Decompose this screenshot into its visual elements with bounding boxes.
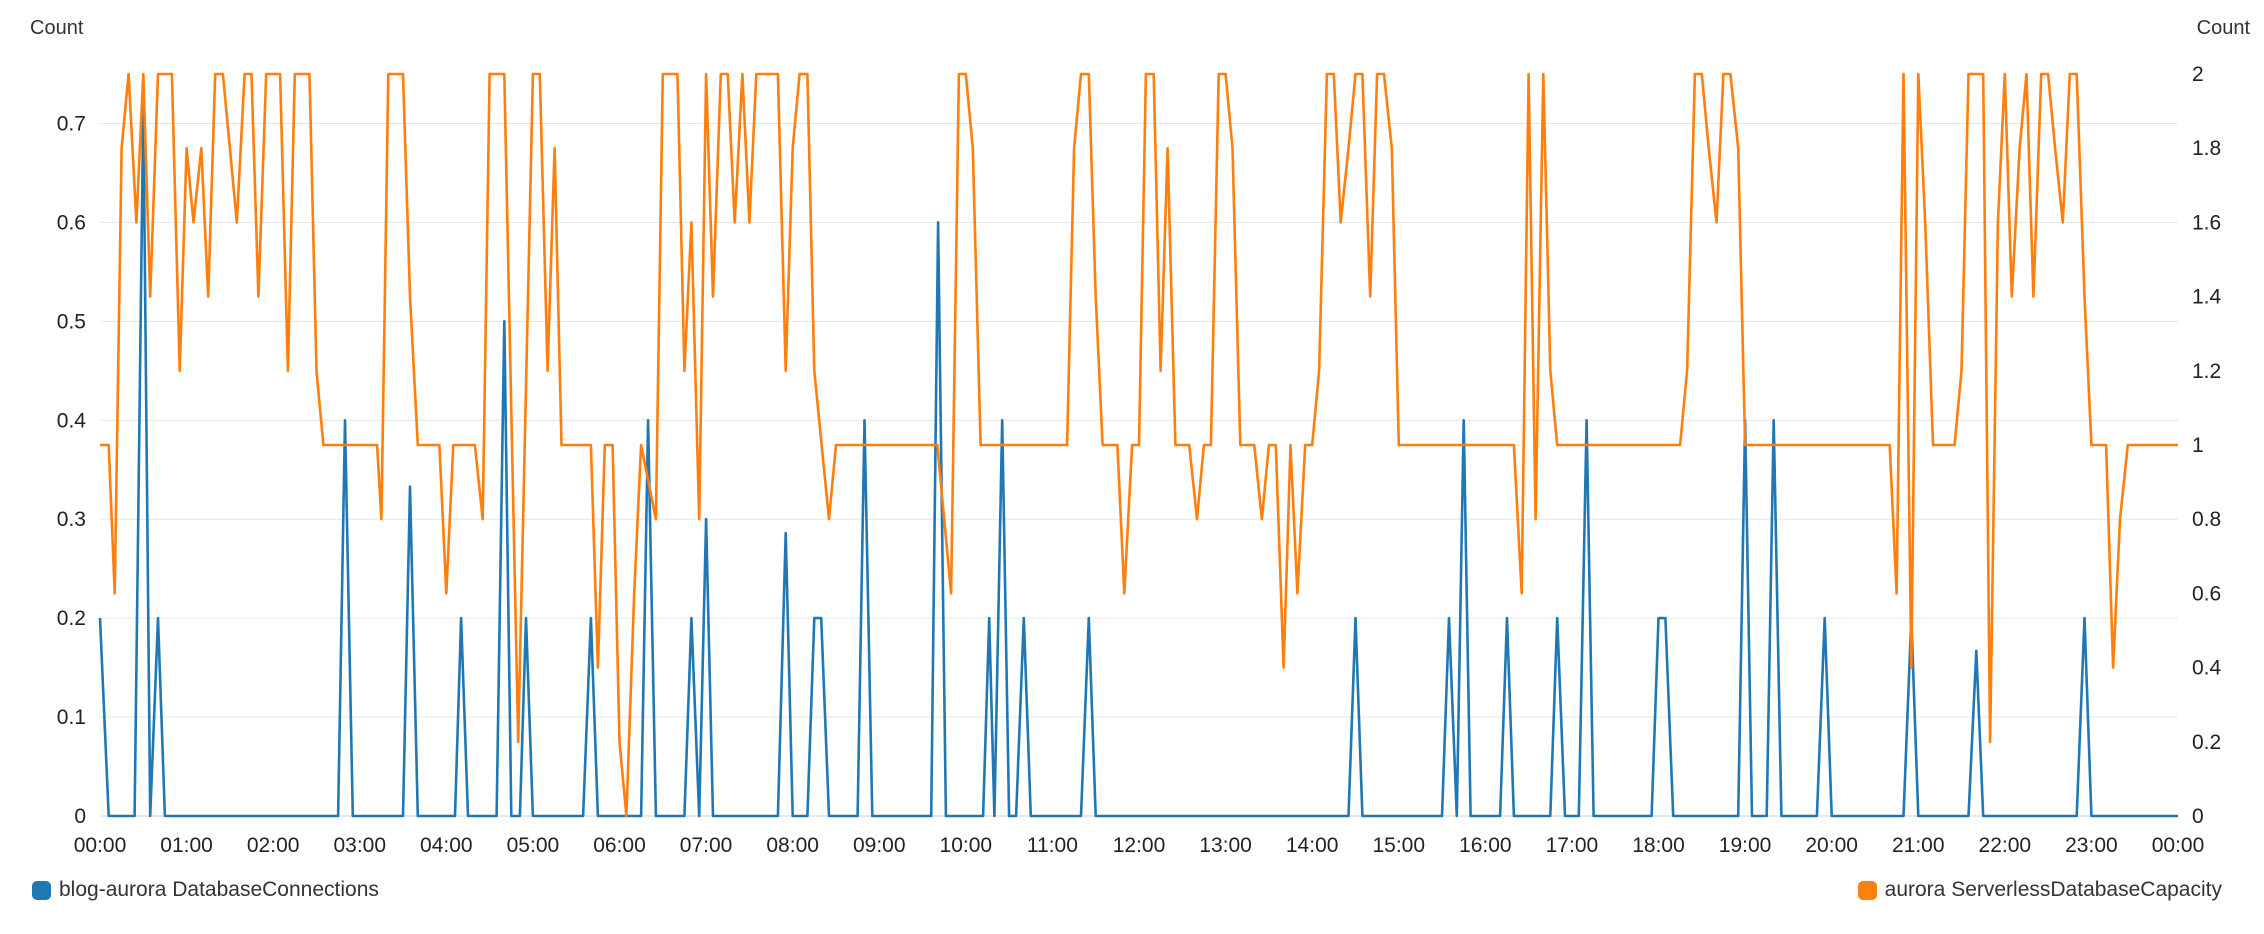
y-right-tick-label: 1 [2192,434,2204,457]
y-right-tick-label: 1.6 [2192,211,2221,234]
x-tick-label: 13:00 [1199,834,1252,857]
y-left-tick-label: 0.4 [57,409,87,432]
x-tick-label: 21:00 [1892,834,1945,857]
gridlines [100,122,2178,817]
y-right-tick-label: 0.6 [2192,582,2221,605]
x-tick-label: 17:00 [1546,834,1599,857]
x-tick-label: 12:00 [1113,834,1166,857]
y-right-tick-label: 0.4 [2192,657,2222,680]
x-tick-label: 10:00 [940,834,993,857]
x-tick-label: 20:00 [1805,834,1858,857]
legend-label-capacity: aurora ServerlessDatabaseCapacity [1884,878,2222,901]
legend-swatch-connections [32,880,51,900]
y-left-ticks: 0 0.1 0.2 0.3 0.4 0.5 0.6 0.7 [57,112,87,828]
y-right-tick-label: 1.2 [2192,360,2221,383]
y-left-tick-label: 0.7 [57,112,86,135]
x-tick-label: 16:00 [1459,834,1512,857]
y-right-tick-label: 1.8 [2192,137,2221,160]
y-left-tick-label: 0.5 [57,310,86,333]
series-line-connections[interactable] [98,102,2178,818]
y-left-tick-label: 0 [74,805,86,828]
x-tick-label: 14:00 [1286,834,1339,857]
x-tick-label: 06:00 [593,834,646,857]
y-right-tick-label: 0.8 [2192,508,2221,531]
y-right-ticks: 0 0.2 0.4 0.6 0.8 1 1.2 1.4 1.6 1.8 2 [2192,63,2222,828]
x-tick-label: 23:00 [2065,834,2118,857]
y-right-tick-label: 0 [2192,805,2204,828]
x-tick-label: 00:00 [74,834,127,857]
y-left-axis-label: Count [30,17,84,39]
x-tick-label: 15:00 [1372,834,1425,857]
series-line-capacity[interactable] [100,72,2178,818]
legend-item-connections[interactable]: blog-aurora DatabaseConnections [32,878,379,902]
x-tick-label: 08:00 [766,834,819,857]
y-left-tick-label: 0.3 [57,508,86,531]
legend-label-connections: blog-aurora DatabaseConnections [59,878,379,901]
x-tick-label: 11:00 [1027,834,1078,857]
y-left-tick-label: 0.2 [57,607,86,630]
x-ticks: 00:00 01:00 02:00 03:00 04:00 05:00 06:00 07:00… [74,834,2205,857]
legend-swatch-capacity [1857,880,1877,900]
x-tick-label: 09:00 [853,834,906,857]
y-left-tick-label: 0.6 [57,211,86,234]
x-tick-label: 00:00 [2152,834,2205,857]
x-tick-label: 19:00 [1719,834,1772,857]
x-tick-label: 04:00 [420,834,473,857]
y-right-tick-label: 2 [2192,63,2204,86]
x-tick-label: 01:00 [160,834,213,857]
legend-item-capacity[interactable]: aurora ServerlessDatabaseCapacity [1857,878,2222,902]
y-left-tick-label: 0.1 [57,706,86,729]
x-tick-label: 03:00 [333,834,386,857]
x-tick-label: 05:00 [507,834,560,857]
y-right-axis-label: Count [2197,17,2251,39]
x-tick-label: 02:00 [247,834,300,857]
x-tick-label: 18:00 [1632,834,1685,857]
y-right-tick-label: 1.4 [2192,286,2222,309]
series-lines [98,72,2178,818]
x-tick-label: 22:00 [1979,834,2032,857]
x-tick-label: 07:00 [680,834,733,857]
y-right-tick-label: 0.2 [2192,731,2221,754]
